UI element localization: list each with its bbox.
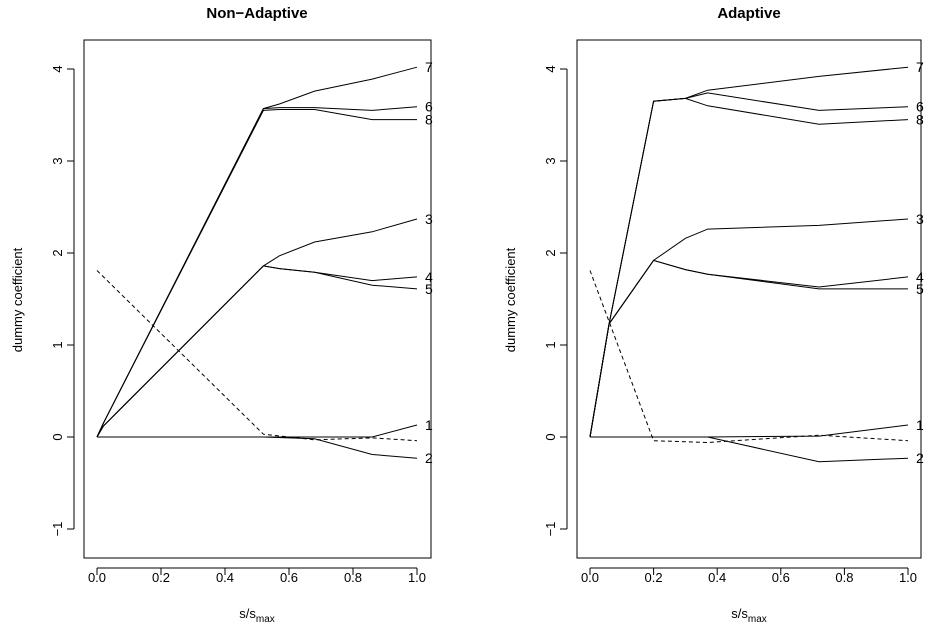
series-label-4: 4 bbox=[425, 269, 433, 285]
series-line-3 bbox=[96, 218, 418, 438]
series-line-2 bbox=[97, 436, 418, 459]
series-line-8 bbox=[96, 109, 417, 438]
series-line-8 bbox=[589, 97, 909, 438]
series-label-1: 1 bbox=[425, 417, 433, 433]
series-label-7: 7 bbox=[425, 59, 433, 75]
x-tick-label: 0.0 bbox=[581, 570, 599, 585]
x-tick-label: 0.6 bbox=[772, 570, 790, 585]
series-line-4 bbox=[96, 265, 418, 438]
series-line-1 bbox=[590, 424, 909, 438]
series-label-2: 2 bbox=[916, 450, 924, 466]
y-tick-label: 0 bbox=[543, 433, 558, 440]
dashed-series-line bbox=[589, 270, 909, 444]
x-tick-label: 0.8 bbox=[835, 570, 853, 585]
y-tick-label: 3 bbox=[50, 157, 65, 164]
panel-adaptive: Adaptive 0.0 0.2 0.4 0.6 0.8 1.0 −1 0 1 2 3 4 dummy c… bbox=[503, 5, 924, 625]
x-tick-label: 0.4 bbox=[708, 570, 726, 585]
series-line-6 bbox=[589, 92, 909, 438]
series-label-7: 7 bbox=[916, 59, 924, 75]
series-label-3: 3 bbox=[425, 211, 433, 227]
plot-frame bbox=[83, 39, 432, 559]
series-line-4 bbox=[589, 259, 909, 438]
y-tick-label: 2 bbox=[50, 249, 65, 256]
dashed-series-line bbox=[96, 270, 418, 442]
series-label-8: 8 bbox=[916, 112, 924, 128]
x-tick-label: 0.8 bbox=[344, 570, 362, 585]
plot-frame bbox=[576, 39, 922, 559]
series-line-5 bbox=[589, 259, 908, 438]
y-tick-label: 4 bbox=[50, 65, 65, 72]
y-tick-label: 3 bbox=[543, 157, 558, 164]
series-label-1: 1 bbox=[916, 417, 924, 433]
series-line-1 bbox=[97, 424, 418, 438]
x-axis-label: s/smax bbox=[239, 606, 275, 625]
series-label-2: 2 bbox=[425, 450, 433, 466]
series-line-3 bbox=[589, 218, 909, 438]
series-label-6: 6 bbox=[916, 99, 924, 115]
series-line-5 bbox=[96, 265, 418, 438]
series-label-5: 5 bbox=[916, 281, 924, 297]
y-tick-label: −1 bbox=[543, 522, 558, 537]
y-tick-label: 1 bbox=[543, 341, 558, 348]
panel-non-adaptive: Non−Adaptive 0.0 0.2 0.4 0.6 0.8 1.0 −1 0 1 2 3 4 dum… bbox=[10, 5, 433, 625]
x-tick-label: 0.2 bbox=[645, 570, 663, 585]
series-label-8: 8 bbox=[425, 112, 433, 128]
chart-title: Adaptive bbox=[717, 5, 780, 22]
y-tick-label: 2 bbox=[543, 249, 558, 256]
x-axis-label: s/smax bbox=[731, 606, 767, 625]
y-tick-label: 4 bbox=[543, 65, 558, 72]
y-axis-label: dummy coefficient bbox=[10, 247, 25, 352]
series-label-4: 4 bbox=[916, 269, 924, 285]
x-tick-label: 0.2 bbox=[152, 570, 170, 585]
series-label-5: 5 bbox=[425, 281, 433, 297]
series-line-7 bbox=[589, 66, 909, 438]
y-tick-label: 1 bbox=[50, 341, 65, 348]
series-line-2 bbox=[590, 436, 909, 463]
series-label-6: 6 bbox=[425, 99, 433, 115]
chart-title: Non−Adaptive bbox=[206, 5, 307, 22]
x-tick-label: 0.0 bbox=[88, 570, 106, 585]
x-tick-label: 1.0 bbox=[899, 570, 917, 585]
x-tick-label: 0.6 bbox=[280, 570, 298, 585]
x-tick-label: 1.0 bbox=[408, 570, 426, 585]
y-tick-label: −1 bbox=[50, 522, 65, 537]
y-tick-label: 0 bbox=[50, 433, 65, 440]
series-label-3: 3 bbox=[916, 211, 924, 227]
y-axis-label: dummy coefficient bbox=[503, 247, 518, 352]
x-tick-label: 0.4 bbox=[216, 570, 234, 585]
